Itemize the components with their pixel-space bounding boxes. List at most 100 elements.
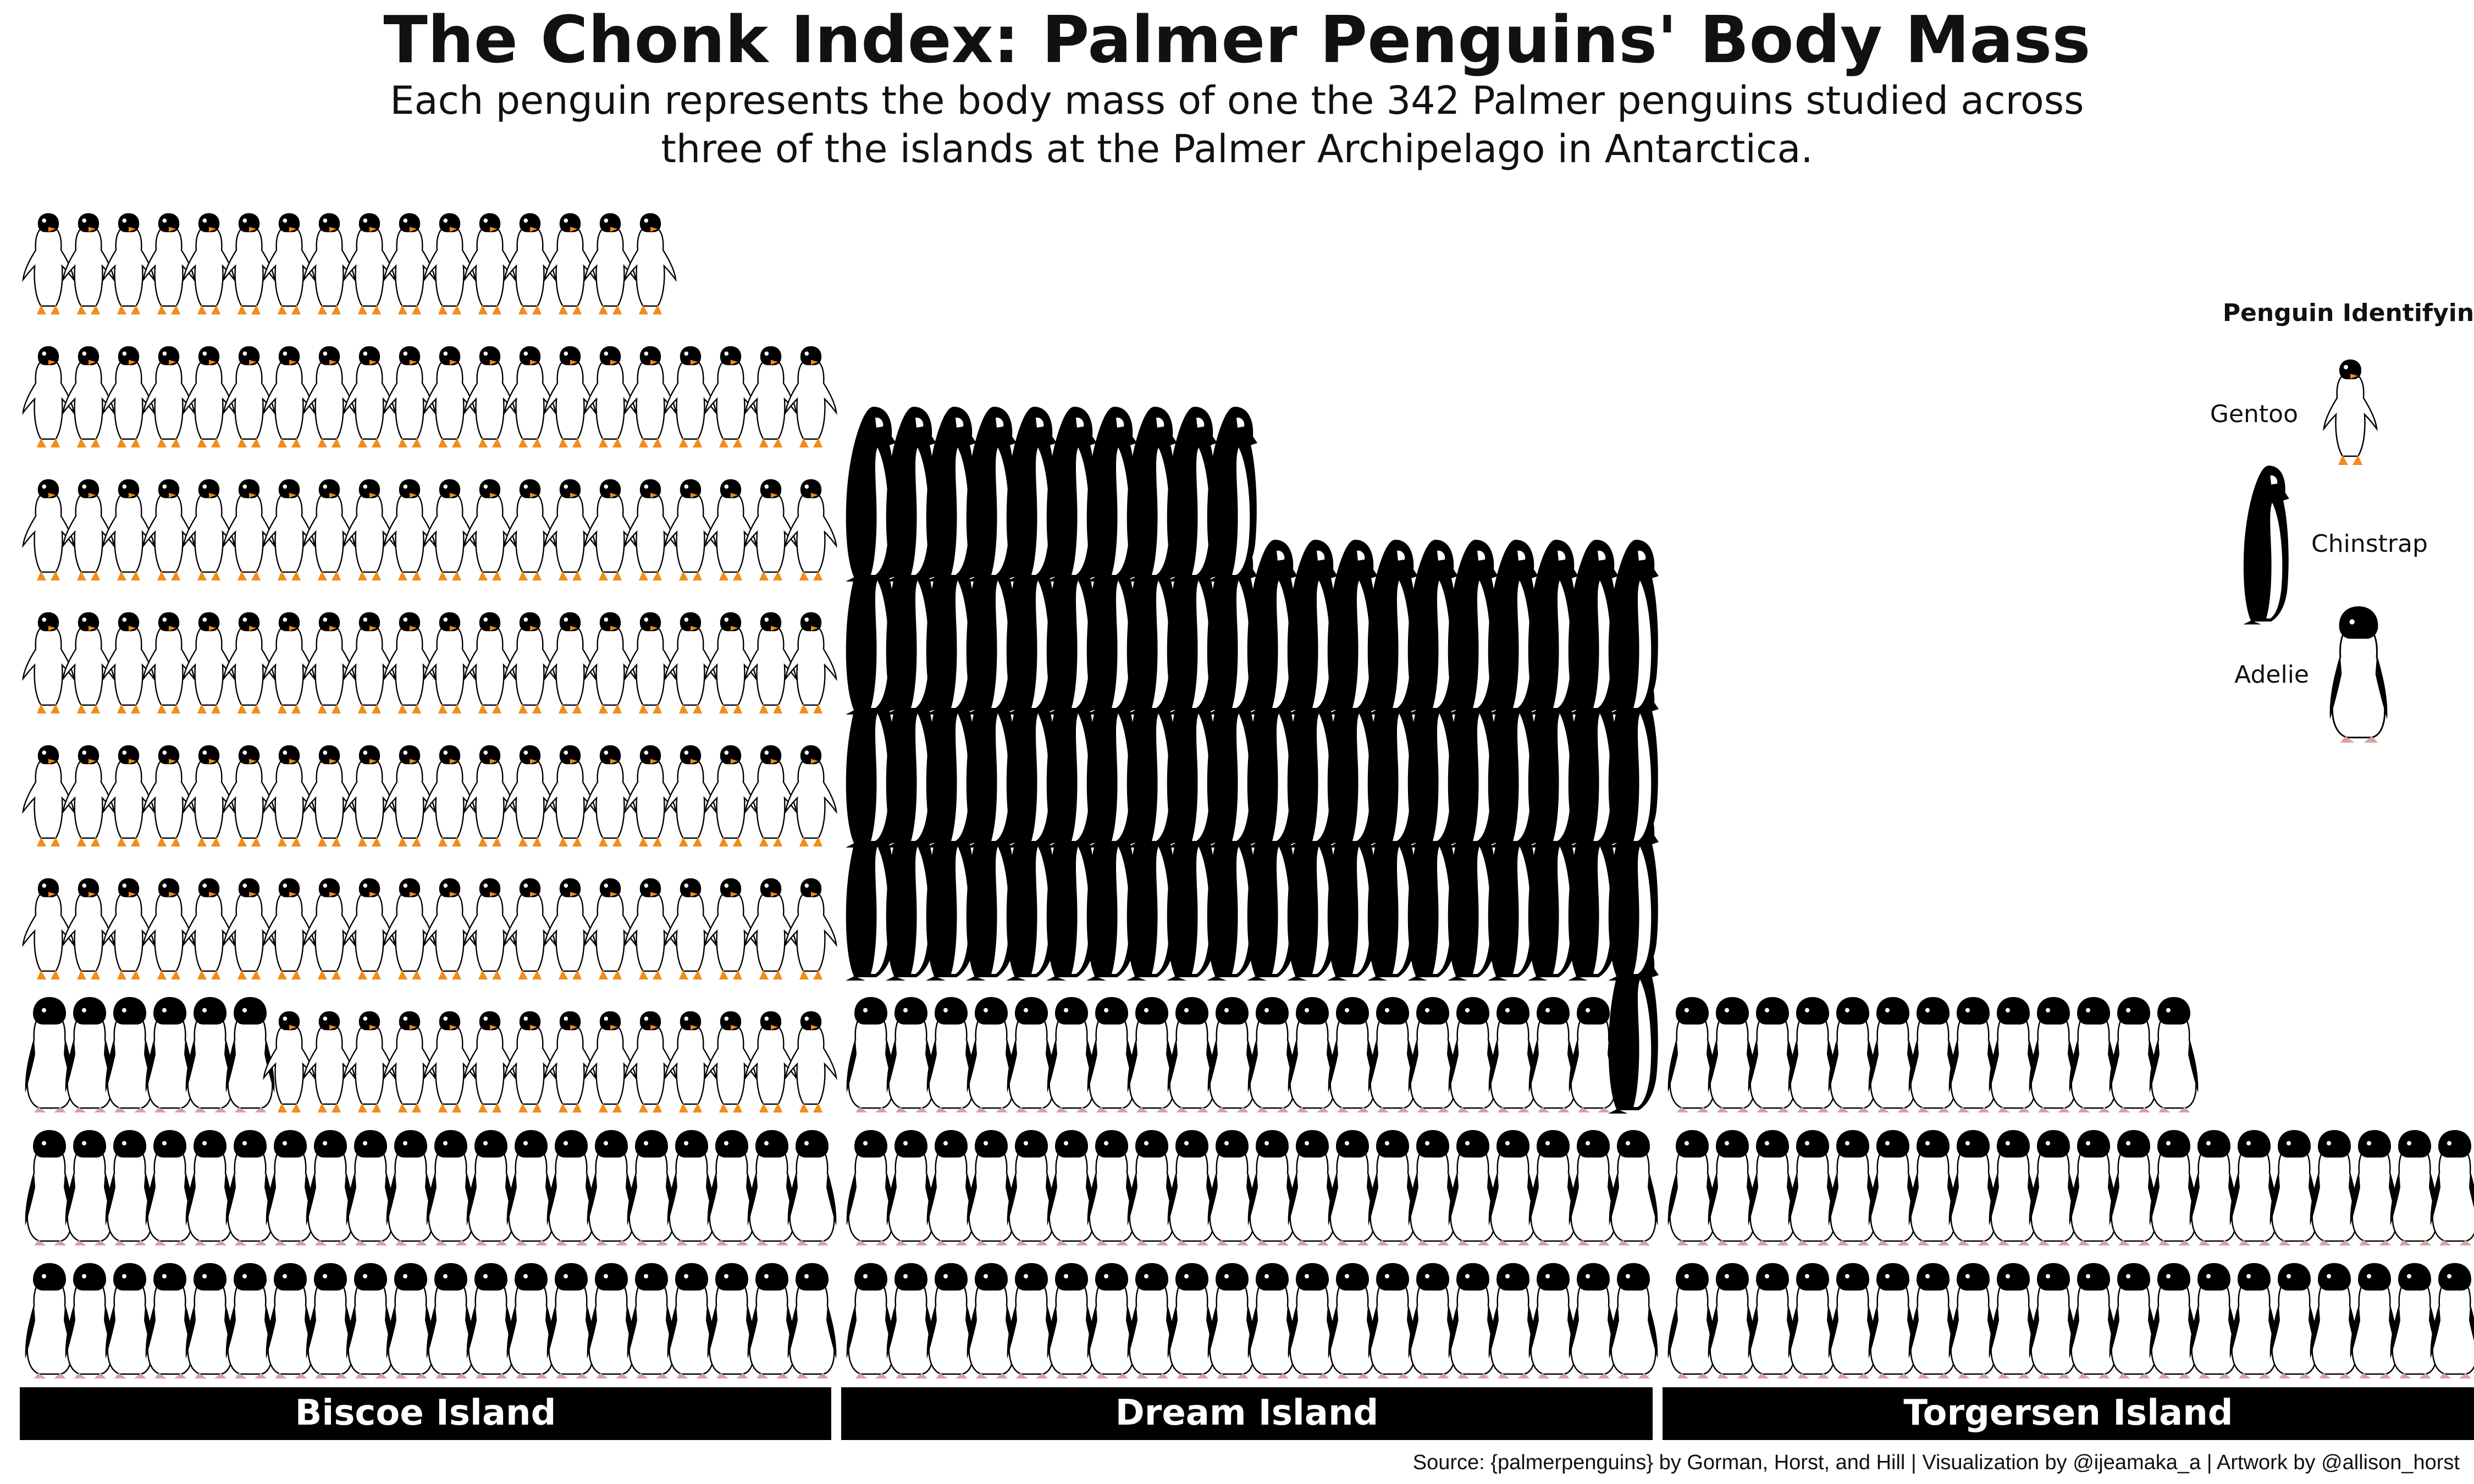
panel-label-background <box>20 1387 831 1440</box>
gentoo-penguin-icon <box>303 345 356 448</box>
gentoo-penguin-icon <box>463 877 516 981</box>
adelie-penguin-icon <box>2028 1129 2079 1247</box>
panel-label-background <box>1663 1387 2474 1440</box>
gentoo-penguin-icon <box>102 478 155 582</box>
gentoo-penguin-icon <box>584 478 637 582</box>
gentoo-penguin-icon <box>785 877 837 981</box>
adelie-penguin-icon <box>846 1262 896 1380</box>
adelie-penguin-icon <box>426 1129 476 1247</box>
gentoo-penguin-icon <box>423 611 476 715</box>
gentoo-penguin-icon <box>463 345 516 448</box>
legend-chinstrap-icon <box>2243 466 2289 625</box>
gentoo-penguin-icon <box>102 345 155 448</box>
gentoo-penguin-icon <box>544 611 597 715</box>
gentoo-penguin-icon <box>664 877 717 981</box>
gentoo-penguin-icon <box>624 611 677 715</box>
adelie-penguin-icon <box>1247 1262 1297 1380</box>
gentoo-penguin-icon <box>584 744 637 848</box>
gentoo-penguin-icon <box>62 611 115 715</box>
gentoo-penguin-icon <box>544 478 597 582</box>
gentoo-penguin-icon <box>223 744 275 848</box>
gentoo-penguin-icon <box>383 877 436 981</box>
adelie-penguin-icon <box>225 996 275 1114</box>
gentoo-penguin-icon <box>223 478 275 582</box>
gentoo-penguin-icon <box>744 478 797 582</box>
adelie-penguin-icon <box>2108 1262 2159 1380</box>
adelie-penguin-icon <box>426 1262 476 1380</box>
adelie-penguin-icon <box>2068 1262 2119 1380</box>
adelie-penguin-icon <box>1868 996 1918 1114</box>
gentoo-penguin-icon <box>423 345 476 448</box>
gentoo-penguin-icon <box>383 1010 436 1114</box>
panel-label: Biscoe Island <box>295 1393 556 1433</box>
gentoo-penguin-icon <box>383 611 436 715</box>
adelie-penguin-icon <box>747 1129 797 1247</box>
adelie-penguin-icon <box>1327 996 1378 1114</box>
adelie-penguin-icon <box>1287 1129 1338 1247</box>
gentoo-penguin-icon <box>504 212 556 315</box>
adelie-penguin-icon <box>1086 996 1137 1114</box>
gentoo-penguin-icon <box>664 345 717 448</box>
gentoo-penguin-icon <box>343 1010 396 1114</box>
chart-subtitle-line-2: three of the islands at the Palmer Archi… <box>661 126 1813 171</box>
adelie-penguin-icon <box>2269 1262 2320 1380</box>
adelie-penguin-icon <box>2389 1129 2440 1247</box>
gentoo-penguin-icon <box>463 478 516 582</box>
gentoo-penguin-icon <box>704 611 757 715</box>
gentoo-penguin-icon <box>584 877 637 981</box>
adelie-penguin-icon <box>846 996 896 1114</box>
adelie-penguin-icon <box>2068 996 2119 1114</box>
adelie-penguin-icon <box>385 1262 436 1380</box>
adelie-penguin-icon <box>2229 1262 2279 1380</box>
gentoo-penguin-icon <box>22 212 75 315</box>
adelie-penguin-icon <box>2349 1262 2400 1380</box>
adelie-penguin-icon <box>1407 1262 1458 1380</box>
adelie-penguin-icon <box>1287 996 1338 1114</box>
adelie-penguin-icon <box>926 996 976 1114</box>
adelie-penguin-icon <box>64 1129 115 1247</box>
gentoo-penguin-icon <box>223 611 275 715</box>
adelie-penguin-icon <box>1988 996 2039 1114</box>
gentoo-penguin-icon <box>744 345 797 448</box>
adelie-penguin-icon <box>1707 1129 1758 1247</box>
gentoo-penguin-icon <box>704 1010 757 1114</box>
adelie-penguin-icon <box>586 1129 637 1247</box>
adelie-penguin-icon <box>1827 1262 1878 1380</box>
panel-0: Biscoe Island <box>20 212 837 1440</box>
gentoo-penguin-icon <box>423 877 476 981</box>
gentoo-penguin-icon <box>263 345 316 448</box>
adelie-penguin-icon <box>787 1129 837 1247</box>
adelie-penguin-icon <box>666 1129 717 1247</box>
legend-title: Penguin Identifying Kit <box>2223 299 2474 327</box>
adelie-penguin-icon <box>185 996 235 1114</box>
adelie-penguin-icon <box>2189 1129 2239 1247</box>
gentoo-penguin-icon <box>463 1010 516 1114</box>
adelie-penguin-icon <box>1247 1129 1297 1247</box>
gentoo-penguin-icon <box>383 212 436 315</box>
gentoo-penguin-icon <box>142 877 195 981</box>
adelie-penguin-icon <box>1327 1262 1378 1380</box>
gentoo-penguin-icon <box>183 744 235 848</box>
adelie-penguin-icon <box>1747 1129 1798 1247</box>
adelie-penguin-icon <box>1988 1129 2039 1247</box>
adelie-penguin-icon <box>1747 996 1798 1114</box>
adelie-penguin-icon <box>626 1129 677 1247</box>
gentoo-penguin-icon <box>744 877 797 981</box>
adelie-penguin-icon <box>1747 1262 1798 1380</box>
gentoo-penguin-icon <box>22 877 75 981</box>
gentoo-penguin-icon <box>263 877 316 981</box>
panel-label: Torgersen Island <box>1903 1393 2233 1433</box>
gentoo-penguin-icon <box>223 212 275 315</box>
adelie-penguin-icon <box>1908 1262 1958 1380</box>
adelie-penguin-icon <box>145 1262 195 1380</box>
gentoo-penguin-icon <box>142 611 195 715</box>
gentoo-penguin-icon <box>664 744 717 848</box>
adelie-penguin-icon <box>886 1262 936 1380</box>
chart-subtitle-line-1: Each penguin represents the body mass of… <box>390 78 2084 123</box>
adelie-penguin-icon <box>1707 996 1758 1114</box>
legend-gentoo-icon <box>2323 358 2378 466</box>
gentoo-penguin-icon <box>383 478 436 582</box>
adelie-penguin-icon <box>1287 1262 1338 1380</box>
panel-label-background <box>841 1387 1653 1440</box>
adelie-penguin-icon <box>1488 1262 1538 1380</box>
